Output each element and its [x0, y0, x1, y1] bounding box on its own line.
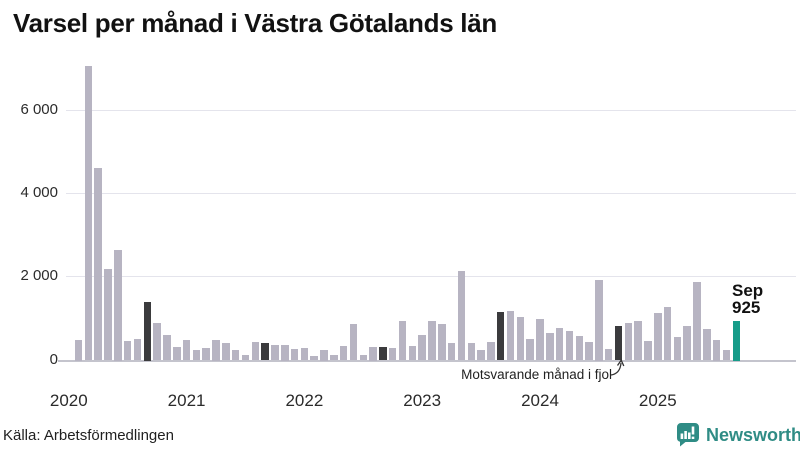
bar-2020-03: [84, 66, 93, 361]
gridline-6000: [66, 109, 796, 111]
x-tick-label-2022: 2022: [285, 391, 324, 410]
bar-2022-11: [398, 321, 407, 361]
bar-2025-01: [654, 313, 662, 361]
bar-2023-12: [526, 338, 534, 361]
bar-2021-09: [261, 342, 269, 361]
bar-2023-03: [438, 323, 446, 361]
bar-2021-08: [251, 341, 260, 361]
highlight-value-label: Sep 925: [732, 282, 763, 316]
bar-2021-12: [290, 349, 299, 361]
bar-2023-05: [457, 271, 466, 361]
bar-2020-04: [94, 167, 102, 361]
bar-2021-04: [212, 339, 220, 361]
bar-2023-10: [506, 311, 515, 361]
bar-2025-03: [673, 336, 682, 361]
bar-2022-08: [369, 347, 377, 361]
bar-2022-03: [320, 349, 328, 361]
bar-2020-12: [173, 347, 181, 361]
bar-2022-02: [310, 355, 318, 361]
bar-2020-11: [163, 335, 171, 361]
bar-2021-06: [231, 349, 240, 361]
y-tick-label-0: 0: [49, 350, 58, 368]
annotation-last-year: Motsvarande månad i fjol: [461, 367, 612, 382]
bar-2024-01: [536, 319, 544, 361]
x-tick-label-2023: 2023: [403, 391, 442, 410]
bar-2024-12: [644, 340, 652, 361]
bar-2024-03: [555, 327, 564, 361]
y-tick-label-4000: 4 000: [20, 183, 58, 201]
bar-2022-04: [330, 354, 338, 361]
bar-2023-02: [428, 320, 436, 361]
bar-2021-02: [192, 349, 201, 361]
bar-2025-06: [703, 328, 711, 361]
bar-2025-05: [693, 281, 701, 361]
bar-2024-09: [614, 325, 623, 361]
bar-2021-01: [182, 339, 191, 361]
bar-2024-02: [546, 332, 554, 361]
bar-2023-08: [487, 341, 495, 361]
bar-2020-06: [114, 249, 122, 361]
bar-2023-01: [418, 335, 426, 361]
y-tick-label-6000: 6 000: [20, 100, 58, 118]
newsworthy-bubble-icon: [677, 423, 699, 447]
bar-2020-02: [74, 339, 83, 361]
x-tick-label-2021: 2021: [167, 391, 206, 410]
x-tick-label-2020: 2020: [49, 391, 88, 410]
y-tick-label-2000: 2 000: [20, 267, 58, 285]
bar-2024-11: [634, 320, 642, 361]
highlight-month: Sep: [732, 281, 764, 300]
bar-2020-07: [123, 340, 132, 361]
bar-2025-09: [732, 321, 741, 361]
bar-2022-09: [379, 347, 387, 361]
bar-2022-10: [388, 348, 397, 361]
bar-2023-04: [447, 342, 456, 361]
bar-2024-05: [575, 336, 583, 361]
bar-2022-12: [408, 345, 417, 361]
bar-2025-07: [712, 339, 721, 361]
bar-2024-07: [595, 279, 603, 361]
bar-2025-04: [683, 325, 691, 361]
gridline-2000: [66, 276, 796, 278]
bar-2025-08: [722, 349, 731, 361]
bar-2020-09: [143, 302, 152, 361]
gridline-4000: [66, 192, 796, 194]
bar-2024-08: [604, 348, 613, 361]
bar-2023-06: [467, 343, 476, 361]
bar-2021-07: [241, 355, 250, 361]
bar-2025-02: [663, 307, 672, 361]
newsworthy-wordmark: Newsworthy: [706, 424, 800, 445]
bar-2023-09: [496, 312, 505, 361]
bar-2024-04: [565, 330, 574, 361]
bar-2024-06: [585, 341, 593, 361]
chart-title: Varsel per månad i Västra Götalands län: [13, 8, 497, 38]
bar-2021-03: [202, 347, 210, 361]
bar-2023-11: [516, 317, 525, 361]
bar-2021-05: [222, 342, 230, 361]
x-axis-line: [58, 359, 796, 362]
source-credit: Källa: Arbetsförmedlingen: [3, 427, 174, 444]
bar-2022-01: [300, 347, 309, 361]
bar-2020-10: [153, 322, 161, 361]
highlight-value: 925: [732, 298, 761, 317]
x-tick-label-2025: 2025: [638, 391, 677, 410]
bar-2022-06: [349, 323, 358, 361]
bar-2020-08: [133, 338, 142, 361]
bar-2021-10: [271, 344, 279, 361]
bar-2022-07: [359, 355, 368, 361]
bar-2021-11: [281, 344, 289, 361]
bar-2024-10: [624, 323, 633, 361]
newsworthy-logo: Newsworthy: [676, 422, 800, 447]
bar-2020-05: [104, 268, 112, 361]
x-tick-label-2024: 2024: [521, 391, 559, 410]
annotation-arrow-icon: [610, 358, 625, 376]
bar-2022-05: [339, 345, 348, 361]
bar-2023-07: [477, 349, 485, 361]
